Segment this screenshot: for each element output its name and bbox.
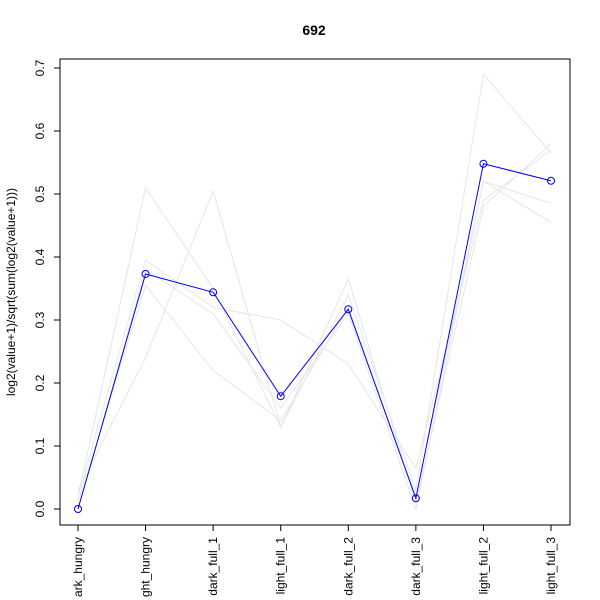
x-tick-label: light_full_1	[274, 537, 288, 595]
background-series-line-5	[77, 180, 552, 511]
x-tick-label: light_full_3	[544, 537, 558, 595]
background-series-line-1	[77, 73, 552, 497]
plot-area	[74, 73, 555, 513]
background-series-line-4	[77, 149, 552, 497]
y-tick-label: 0.6	[33, 122, 47, 139]
highlight-series-line	[77, 163, 552, 510]
data-point-dark_hungry	[74, 505, 82, 513]
y-axis: 0.0 0.1 0.2 0.3 0.4 0.5 0.6 0.7	[33, 59, 60, 517]
y-tick-label: 0.4	[33, 248, 47, 265]
data-point-dark_full_2	[344, 305, 353, 314]
data-point-light_full_1	[276, 392, 285, 401]
y-tick-label: 0.2	[33, 374, 47, 391]
y-tick-label: 0.7	[33, 59, 47, 76]
y-tick-label: 0.5	[33, 185, 47, 202]
data-point-light_full_3	[547, 176, 555, 185]
y-tick-label: 0.3	[33, 311, 47, 328]
x-tick-label: ark_hungry	[71, 537, 85, 597]
y-tick-label: 0.1	[33, 437, 47, 454]
x-tick-label: dark_full_2	[341, 537, 355, 596]
x-axis: ark_hungry ght_hungry dark_full_1 light_ful…	[71, 525, 558, 597]
y-axis-label: log2(value+1)/sqrt(sum(log2(value+1)))	[4, 188, 18, 396]
x-tick-label: dark_full_1	[206, 537, 220, 596]
chart-title: 692	[302, 22, 326, 38]
plot-frame	[59, 58, 571, 526]
x-tick-label: ght_hungry	[139, 537, 153, 597]
x-tick-label: light_full_2	[476, 537, 490, 595]
data-point-dark_full_3	[411, 494, 420, 503]
y-tick-label: 0.0	[33, 500, 47, 517]
data-point-dark_full_1	[209, 288, 218, 297]
x-tick-label: dark_full_3	[409, 537, 423, 596]
data-point-light_full_2	[479, 159, 488, 168]
data-point-light_hungry	[141, 270, 150, 279]
